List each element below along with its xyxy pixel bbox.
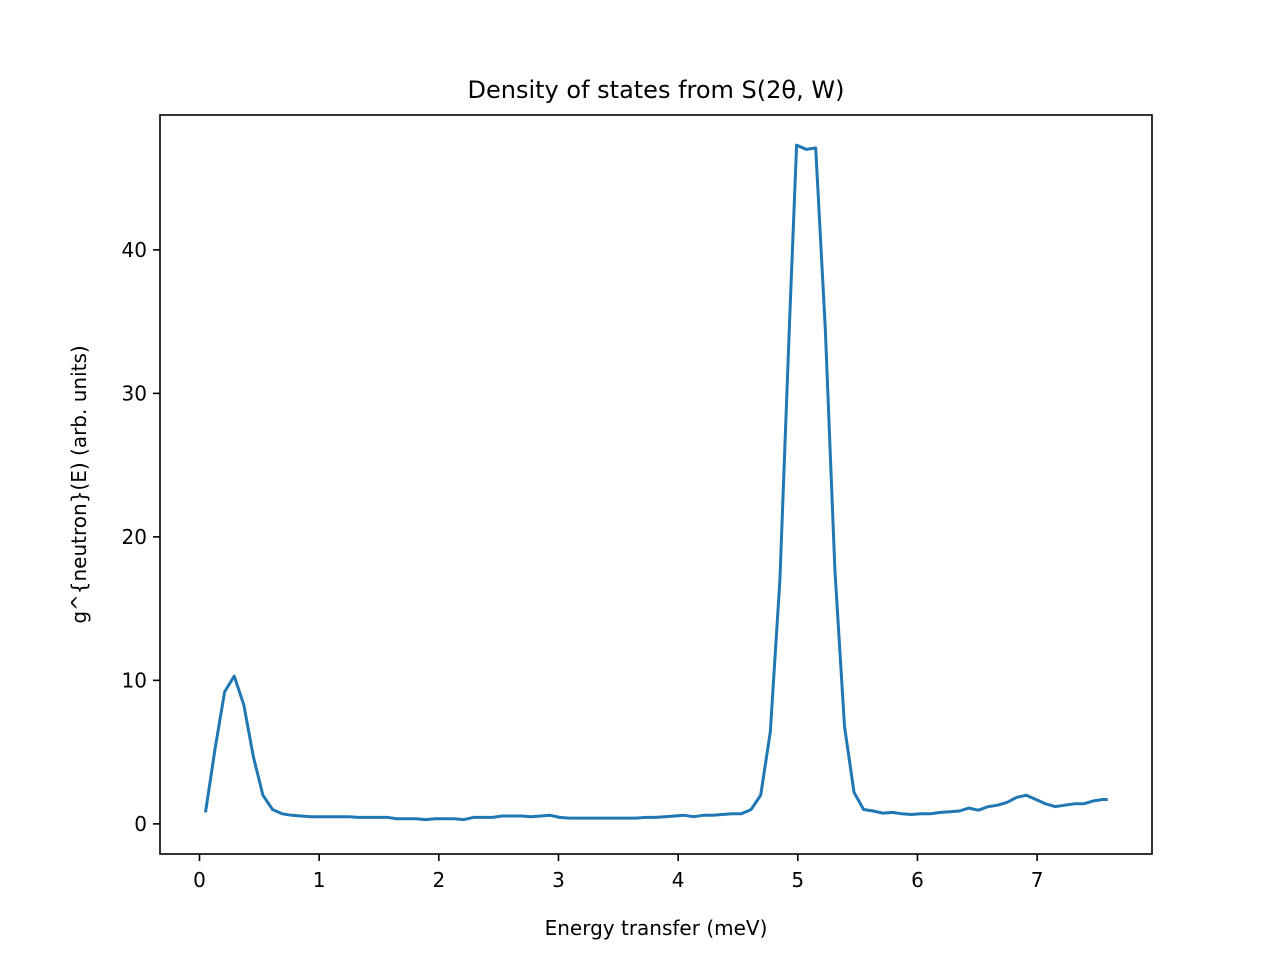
y-tick-label: 20 [122,525,147,549]
x-tick-label: 4 [672,868,685,892]
x-tick-label: 3 [552,868,565,892]
x-tick-label: 5 [791,868,804,892]
series-line [204,143,1108,822]
x-axis-ticks: 0 1 2 3 4 5 6 7 [193,854,1043,892]
x-tick-label: 6 [911,868,924,892]
y-axis-ticks: 0 10 20 30 40 [122,238,160,836]
x-tick-label: 7 [1031,868,1044,892]
y-tick-label: 40 [122,238,147,262]
x-tick-label: 2 [432,868,445,892]
x-axis-label: Energy transfer (meV) [545,916,768,940]
y-tick-label: 10 [122,668,147,692]
y-tick-label: 30 [122,381,147,405]
x-tick-label: 1 [313,868,326,892]
axes-frame [159,114,1153,855]
y-axis-label: g^{neutron}(E) (arb. units) [67,345,91,623]
chart-title: Density of states from S(2θ, W) [468,76,845,104]
y-tick-label: 0 [134,812,147,836]
x-tick-label: 0 [193,868,206,892]
plot-area [204,143,1108,822]
